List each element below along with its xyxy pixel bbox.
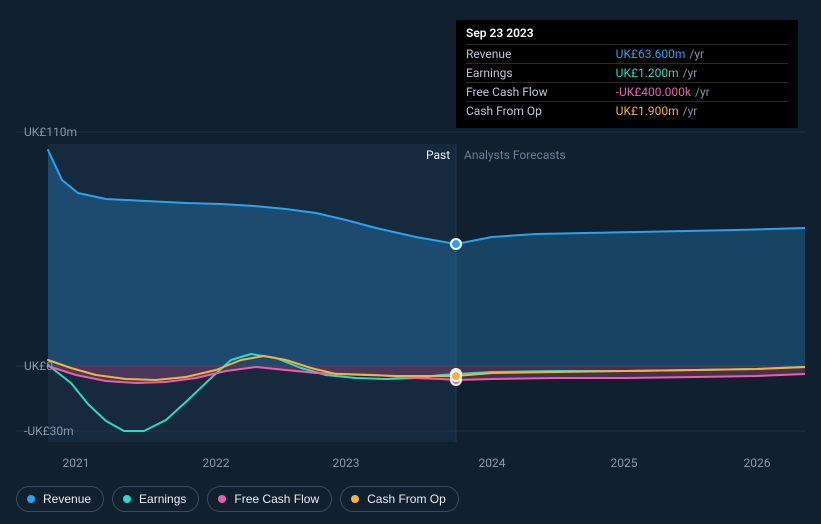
legend-label: Free Cash Flow <box>234 492 319 506</box>
tooltip-unit: /yr <box>679 104 698 118</box>
legend-toggle-cfo[interactable]: Cash From Op <box>340 486 459 512</box>
hover-tooltip: Sep 23 2023 Revenue UK£63.600m/yr Earnin… <box>456 20 798 128</box>
legend-dot <box>351 495 359 503</box>
legend-toggle-revenue[interactable]: Revenue <box>16 486 104 512</box>
financial-chart: UK£110m UK£0 -UK£30m Past Analysts Forec… <box>16 0 805 524</box>
legend-dot <box>218 495 226 503</box>
legend-dot <box>123 495 131 503</box>
x-tick-label: 2024 <box>479 456 506 470</box>
legend-toggle-earnings[interactable]: Earnings <box>112 486 199 512</box>
tooltip-key: Earnings <box>466 64 616 83</box>
tooltip-unit: /yr <box>685 47 704 61</box>
tooltip-row: Earnings UK£1.200m/yr <box>466 64 788 83</box>
tooltip-unit: /yr <box>691 85 710 99</box>
tooltip-value: -UK£400.000k <box>616 85 691 99</box>
tooltip-unit: /yr <box>679 66 698 80</box>
tooltip-row: Free Cash Flow -UK£400.000k/yr <box>466 83 788 102</box>
legend-label: Revenue <box>43 492 91 506</box>
tooltip-value: UK£1.900m <box>616 104 679 118</box>
y-tick-label: -UK£30m <box>24 424 74 438</box>
tooltip-table: Revenue UK£63.600m/yr Earnings UK£1.200m… <box>466 44 788 120</box>
legend-label: Cash From Op <box>367 492 446 506</box>
tooltip-date: Sep 23 2023 <box>466 26 788 40</box>
tooltip-row: Revenue UK£63.600m/yr <box>466 45 788 64</box>
tooltip-key: Free Cash Flow <box>466 83 616 102</box>
forecast-label: Analysts Forecasts <box>464 148 566 162</box>
y-tick-label: UK£0 <box>24 359 53 373</box>
legend-label: Earnings <box>139 492 186 506</box>
tooltip-key: Cash From Op <box>466 102 616 121</box>
y-tick-label: UK£110m <box>24 125 77 139</box>
legend: Revenue Earnings Free Cash Flow Cash Fro… <box>16 486 459 512</box>
tooltip-value: UK£1.200m <box>616 66 679 80</box>
x-tick-label: 2026 <box>744 456 771 470</box>
legend-toggle-fcf[interactable]: Free Cash Flow <box>207 486 332 512</box>
x-tick-label: 2021 <box>63 456 90 470</box>
tooltip-key: Revenue <box>466 45 616 64</box>
past-label: Past <box>426 148 450 162</box>
tooltip-value: UK£63.600m <box>616 47 686 61</box>
x-tick-label: 2023 <box>333 456 360 470</box>
x-tick-label: 2025 <box>611 456 638 470</box>
tooltip-row: Cash From Op UK£1.900m/yr <box>466 102 788 121</box>
x-tick-label: 2022 <box>203 456 230 470</box>
legend-dot <box>27 495 35 503</box>
